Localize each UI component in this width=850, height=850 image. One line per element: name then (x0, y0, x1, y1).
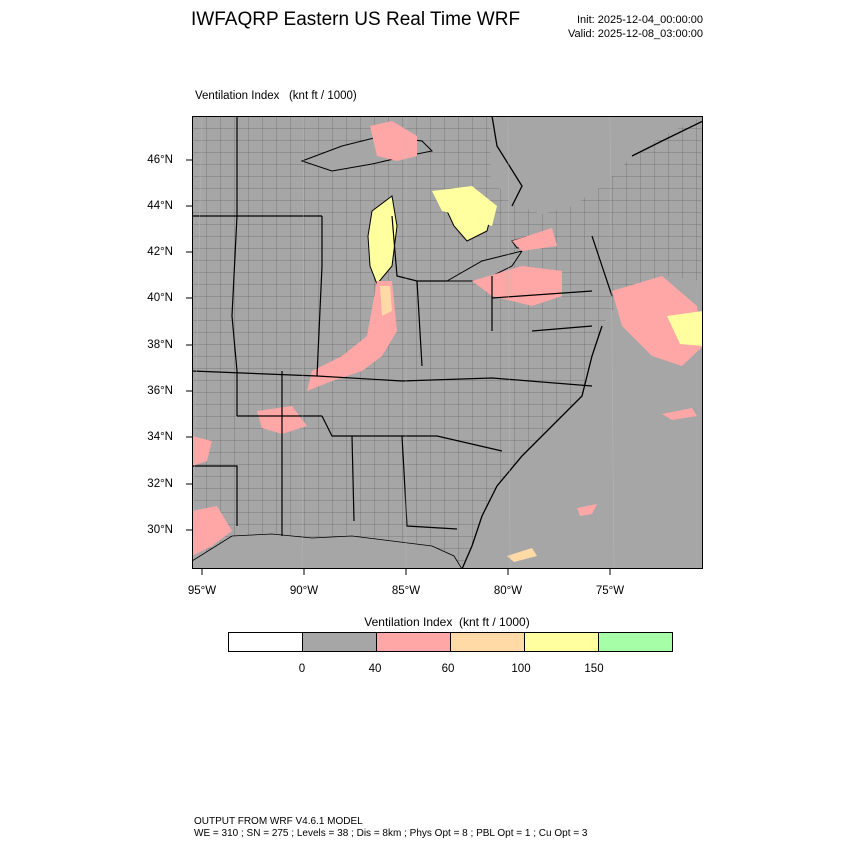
vi-atlantic-yellow (667, 311, 703, 346)
ventilation-index-map (192, 116, 703, 569)
coastlines (461, 116, 703, 569)
legend-swatch-40-60 (377, 633, 451, 651)
vi-offshore-c (662, 408, 697, 420)
vi-michigan-up (370, 121, 417, 161)
vi-offshore-a (577, 504, 597, 516)
vi-louisiana (192, 506, 232, 556)
vi-ohio-pa (472, 266, 562, 306)
lake-michigan (367, 195, 398, 285)
run-times: Init: 2025-12-04_00:00:00 Valid: 2025-12… (568, 13, 703, 41)
legend-tick: 40 (368, 663, 382, 675)
init-time: Init: 2025-12-04_00:00:00 (577, 14, 703, 26)
lat-label: 36°N (147, 385, 173, 397)
vi-indiana-orange (380, 286, 392, 316)
legend-swatch-0-40 (303, 633, 377, 651)
lat-label: 46°N (147, 154, 173, 166)
lon-label: 90°W (289, 585, 319, 597)
graticule (192, 116, 615, 569)
lon-label: 80°W (493, 585, 523, 597)
lat-label: 40°N (147, 292, 173, 304)
lat-label: 44°N (147, 200, 173, 212)
lon-label: 85°W (391, 585, 421, 597)
legend-tick: 100 (511, 663, 531, 675)
legend-title: Ventilation Index (knt ft / 1000) (364, 615, 530, 629)
model-version: OUTPUT FROM WRF V4.6.1 MODEL (194, 816, 363, 827)
legend-swatch-150-plus (599, 633, 672, 651)
lon-label: 95°W (187, 585, 217, 597)
county-lines (192, 116, 703, 569)
legend-tick: 60 (441, 663, 455, 675)
model-info: OUTPUT FROM WRF V4.6.1 MODEL WE = 310 ; … (194, 816, 587, 840)
lat-label: 42°N (147, 246, 173, 258)
legend-tick: 150 (584, 663, 604, 675)
vi-texas-ne (192, 436, 212, 466)
legend-colorbar (228, 632, 673, 652)
vi-ny (512, 228, 557, 251)
legend-tick: 0 (298, 663, 306, 675)
lat-label: 30°N (147, 524, 173, 536)
legend-swatch-60-100 (451, 633, 525, 651)
lat-label: 34°N (147, 431, 173, 443)
map-title: IWFAQRP Eastern US Real Time WRF (191, 9, 521, 30)
vi-offshore-b (507, 548, 537, 562)
vi-michigan-lp (432, 186, 497, 226)
legend-swatch-100-150 (525, 633, 599, 651)
lat-label: 38°N (147, 339, 173, 351)
valid-time: Valid: 2025-12-08_03:00:00 (568, 28, 703, 40)
gulf-of-mexico (192, 533, 463, 569)
model-config: WE = 310 ; SN = 275 ; Levels = 38 ; Dis … (194, 828, 588, 839)
vi-ohio-valley (307, 281, 397, 391)
lon-label: 75°W (595, 585, 625, 597)
lat-label: 32°N (147, 478, 173, 490)
state-boundaries (192, 116, 613, 536)
field-label: Ventilation Index (knt ft / 1000) (195, 90, 357, 102)
legend-swatch-below-0 (229, 633, 303, 651)
